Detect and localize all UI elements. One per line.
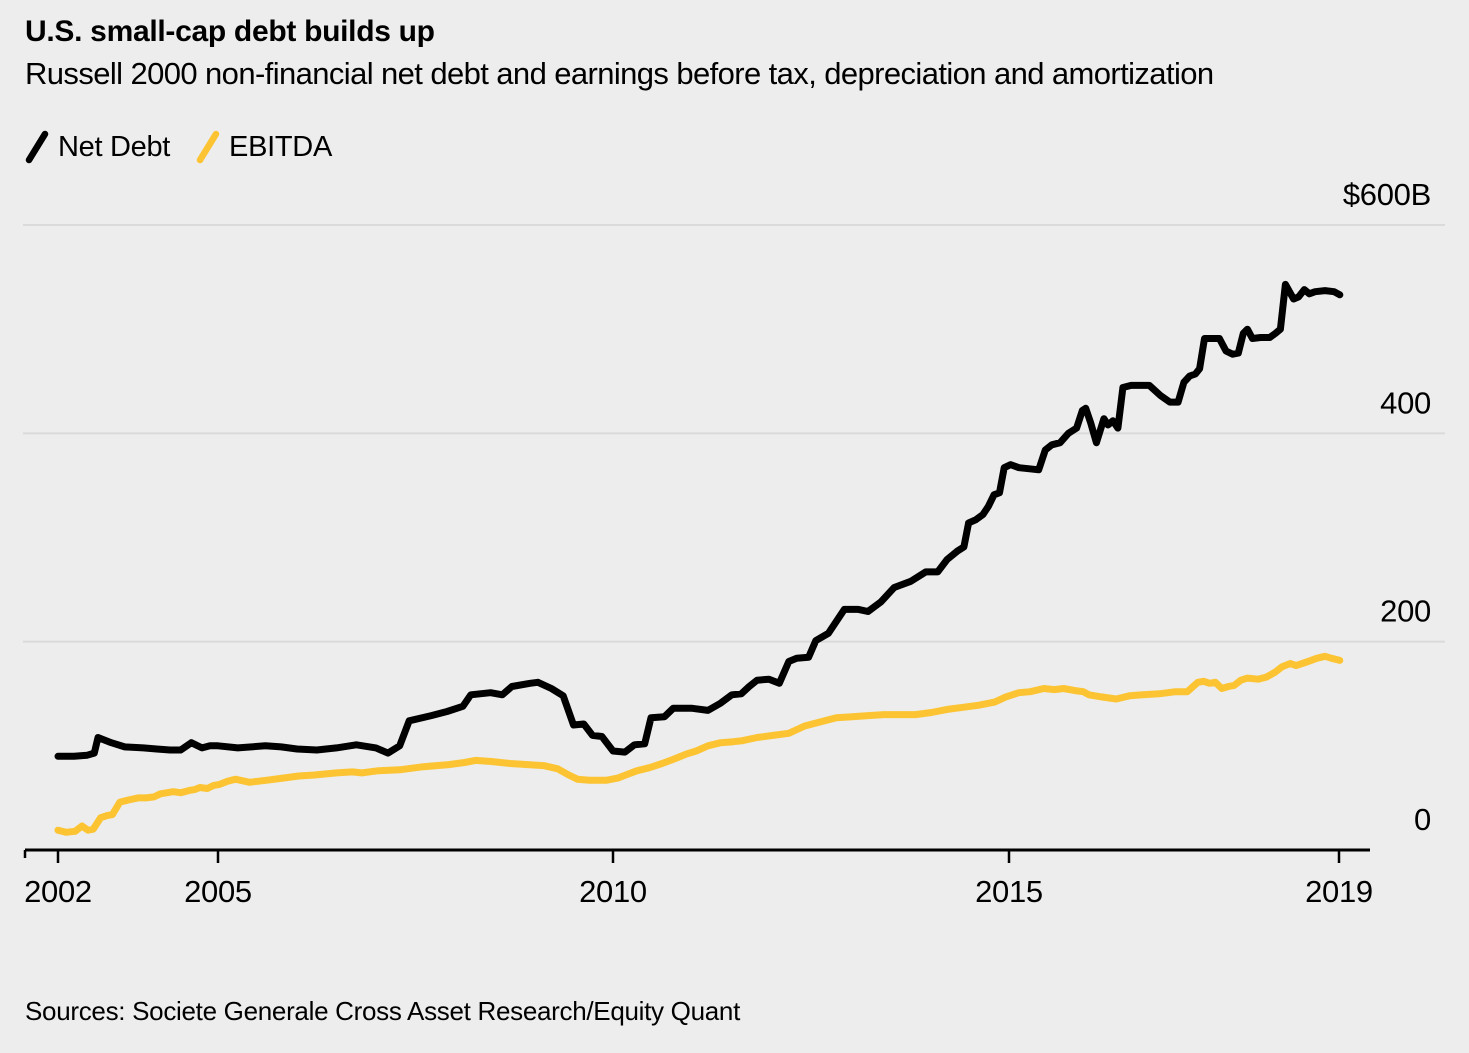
ebitda-slash-line [196, 130, 220, 164]
x-tick-label: 2019 [1305, 874, 1373, 909]
legend-item-net-debt: Net Debt [25, 129, 170, 165]
x-tick-label: 2015 [975, 874, 1043, 909]
legend-label-ebitda: EBITDA [229, 130, 332, 163]
y-tick-label: 400 [1380, 385, 1431, 420]
ebitda-slash-icon [196, 130, 220, 164]
net-debt-line [54, 280, 1344, 760]
x-tick-label: 2002 [24, 874, 92, 909]
source-note: Sources: Societe Generale Cross Asset Re… [25, 996, 740, 1026]
legend-label-net-debt: Net Debt [58, 130, 171, 163]
x-tick-label: 2010 [579, 874, 647, 909]
y-tick-label: 0 [1414, 802, 1431, 837]
page-subtitle: Russell 2000 non-financial net debt and … [25, 56, 1214, 91]
ebitda-line [54, 652, 1344, 836]
net-debt-slash-icon [25, 130, 49, 164]
net-debt-slash-line [25, 130, 49, 164]
x-tick-label: 2005 [184, 874, 252, 909]
y-tick-label: $600B [1343, 177, 1431, 212]
page-title: U.S. small-cap debt builds up [25, 15, 435, 48]
y-tick-label: 200 [1380, 594, 1431, 629]
legend-item-ebitda: EBITDA [196, 129, 332, 165]
legend: Net Debt EBITDA [25, 129, 332, 165]
